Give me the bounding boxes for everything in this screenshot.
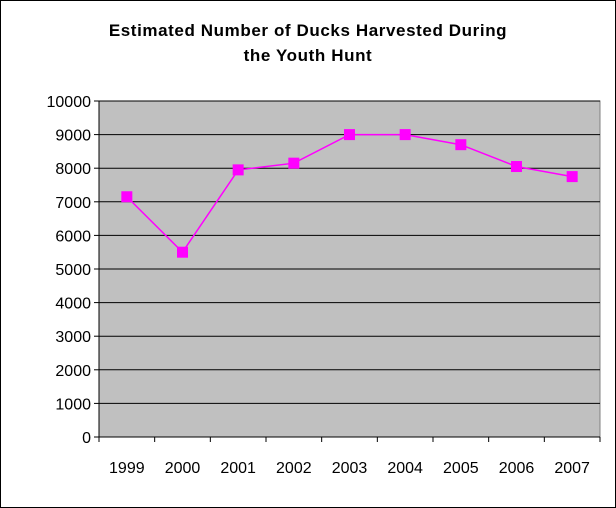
y-tick-label: 1000 [55, 396, 91, 413]
x-tick-label: 2002 [276, 460, 312, 477]
data-point-2000 [177, 246, 188, 258]
x-tick-label: 2005 [443, 460, 479, 477]
data-point-2007 [566, 171, 578, 183]
data-point-2001 [232, 164, 244, 176]
data-point-2004 [399, 129, 411, 141]
y-tick-label: 9000 [55, 128, 91, 145]
gridlines [99, 100, 600, 404]
y-tick-label: 5000 [55, 262, 91, 279]
y-tick-label: 4000 [55, 296, 91, 313]
y-tick-label: 3000 [55, 329, 91, 346]
y-tick-label: 6000 [55, 228, 91, 245]
x-axis: 1999 2000 2001 2002 2003 2004 2005 2006 2007 [98, 437, 601, 477]
x-tick-label: 2006 [499, 460, 535, 477]
data-point-2006 [511, 161, 522, 173]
chart-title-line-1: Estimated Number of Ducks Harvested Duri… [108, 21, 508, 40]
chart-title: Estimated Number of Ducks Harvested Duri… [0, 18, 616, 68]
data-series [121, 129, 578, 258]
x-tick-label: 2000 [165, 460, 201, 477]
data-point-2005 [455, 139, 467, 151]
y-tick-label: 8000 [55, 161, 91, 178]
y-tick-label: 0 [82, 430, 91, 447]
y-tick-label: 7000 [55, 195, 91, 212]
y-axis: 0 1000 2000 3000 4000 5000 6000 7000 8000 9000 100… [47, 94, 99, 447]
chart-title-line-2: the Youth Hunt [243, 46, 373, 65]
x-tick-label: 2004 [387, 460, 423, 477]
x-tick-label: 2007 [554, 460, 590, 477]
data-point-2003 [344, 129, 355, 141]
data-point-1999 [121, 191, 133, 203]
y-tick-label: 2000 [55, 363, 91, 380]
x-tick-label: 2001 [220, 460, 256, 477]
x-tick-label: 2003 [332, 460, 368, 477]
x-tick-label: 1999 [109, 460, 145, 477]
data-point-2002 [288, 157, 300, 169]
y-tick-label: 10000 [47, 94, 92, 111]
